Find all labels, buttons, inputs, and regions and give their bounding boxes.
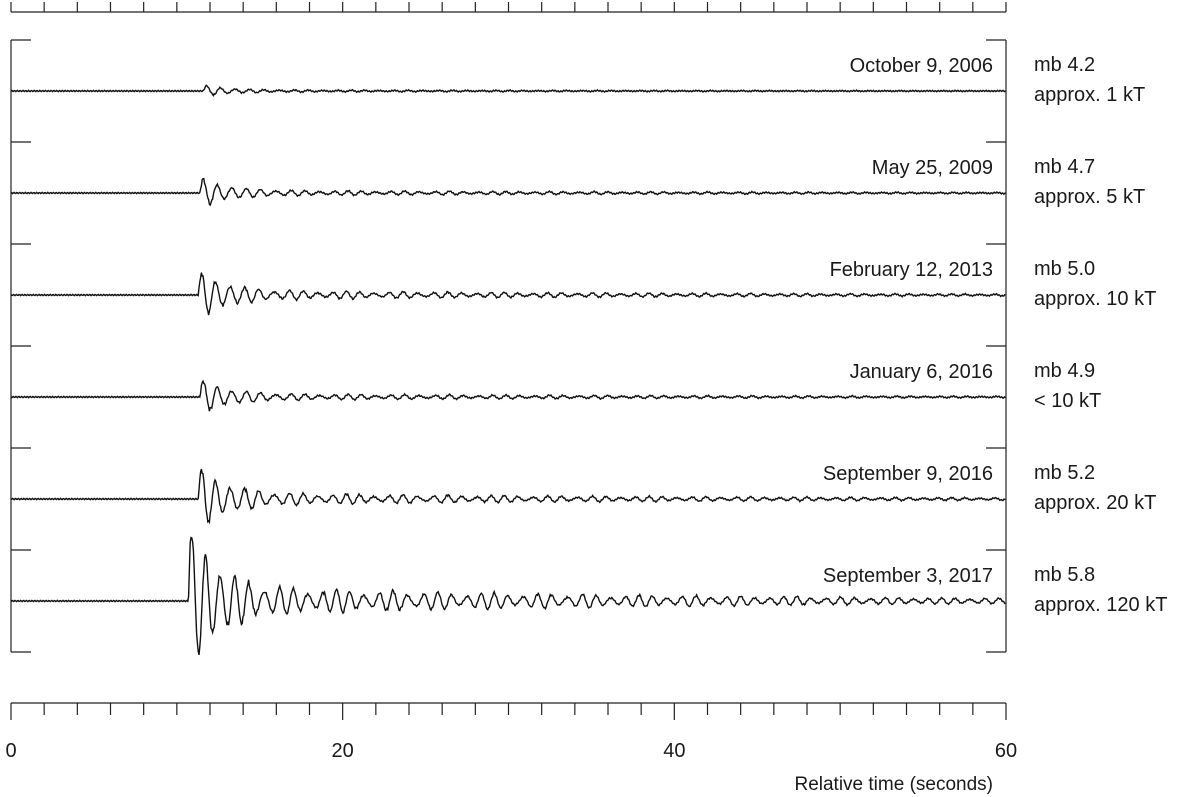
magnitude-label: mb 4.2 (1034, 54, 1095, 76)
magnitude-label: mb 5.8 (1034, 564, 1095, 586)
magnitude-label: mb 4.9 (1034, 360, 1095, 382)
seismogram-trace (10, 536, 1006, 656)
yield-label: approx. 120 kT (1034, 594, 1167, 616)
yield-label: < 10 kT (1034, 390, 1101, 412)
event-date-label: May 25, 2009 (872, 157, 993, 179)
x-tick-label: 40 (663, 740, 685, 762)
plot-frame (10, 2, 1007, 653)
x-tick-label: 0 (5, 740, 16, 762)
event-date-label: September 9, 2016 (823, 463, 993, 485)
magnitude-label: mb 5.0 (1034, 258, 1095, 280)
seismogram-trace (10, 177, 1006, 207)
event-date-label: September 3, 2017 (823, 565, 993, 587)
magnitude-yield-annotations: mb 4.2 approx. 1 kT mb 4.7 approx. 5 kT mb 5… (1034, 54, 1167, 616)
x-axis-label: Relative time (seconds) (794, 774, 993, 795)
yield-label: approx. 10 kT (1034, 288, 1156, 310)
magnitude-label: mb 5.2 (1034, 462, 1095, 484)
yield-label: approx. 1 kT (1034, 84, 1145, 106)
seismogram-trace (10, 379, 1006, 412)
event-date-label: February 12, 2013 (830, 259, 993, 281)
x-tick-label: 60 (995, 740, 1017, 762)
magnitude-label: mb 4.7 (1034, 156, 1095, 178)
yield-label: approx. 20 kT (1034, 492, 1156, 514)
x-tick-label: 20 (332, 740, 354, 762)
event-date-labels: October 9, 2006 May 25, 2009 February 12, … (823, 55, 993, 587)
x-axis: 0 20 40 60 (5, 702, 1017, 762)
yield-label: approx. 5 kT (1034, 186, 1145, 208)
event-date-label: October 9, 2006 (850, 55, 993, 77)
seismogram-traces (10, 84, 1006, 656)
seismogram-trace (10, 468, 1006, 525)
event-date-label: January 6, 2016 (850, 361, 993, 383)
seismogram-trace (10, 84, 1006, 98)
seismogram-trace (10, 272, 1006, 316)
